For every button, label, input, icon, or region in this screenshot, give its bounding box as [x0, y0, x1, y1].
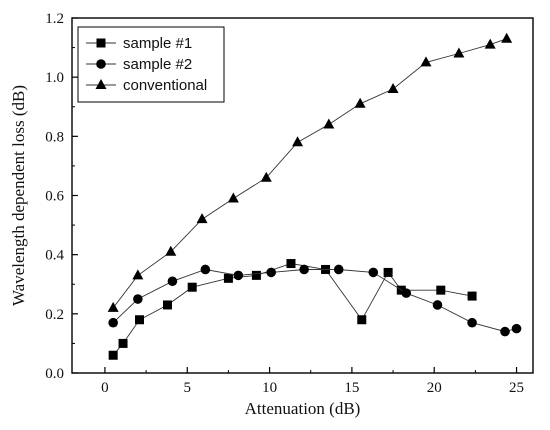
marker-triangle: [196, 213, 208, 224]
marker-circle: [401, 288, 412, 298]
plot-series: [107, 32, 522, 360]
y-axis-ticks: 0.0 0.2 0.4 0.6 0.8 1.0 1.2: [45, 11, 78, 382]
marker-square: [108, 350, 118, 360]
marker-square: [187, 282, 197, 292]
marker-triangle: [107, 301, 119, 312]
marker-square: [118, 338, 128, 348]
marker-circle: [432, 300, 443, 310]
y-tick-label: 1.2: [45, 11, 64, 27]
x-tick-label: 25: [509, 380, 524, 396]
x-tick-label: 20: [427, 380, 442, 396]
legend-label: sample #2: [123, 56, 192, 73]
marker-square: [467, 291, 477, 301]
legend-item: conventional: [86, 77, 207, 94]
marker-circle: [167, 276, 178, 287]
legend-label: sample #1: [123, 35, 192, 52]
marker-square: [436, 285, 446, 295]
series-2: [108, 264, 522, 337]
y-tick-label: 0.6: [45, 189, 64, 205]
marker-circle: [511, 323, 522, 334]
x-tick-label: 15: [344, 380, 359, 396]
legend-item: sample #1: [86, 35, 192, 52]
legend-label: conventional: [123, 77, 207, 94]
marker-triangle: [227, 192, 239, 203]
marker-triangle: [420, 56, 432, 67]
marker-triangle: [260, 171, 272, 182]
marker-circle: [500, 326, 510, 337]
x-tick-label: 0: [101, 380, 109, 396]
marker-triangle: [354, 97, 366, 108]
marker-square: [135, 315, 145, 325]
marker-triangle: [501, 32, 513, 43]
y-axis-label: Wavelength dependent loss (dB): [9, 85, 28, 306]
marker-triangle: [165, 245, 177, 256]
x-axis-ticks: 0 5 10 15 20 25: [101, 367, 524, 396]
marker-triangle: [95, 79, 107, 89]
marker-triangle: [387, 83, 399, 93]
marker-circle: [233, 270, 244, 281]
x-tick-label: 5: [184, 380, 192, 396]
y-tick-label: 1.0: [45, 70, 64, 86]
marker-circle: [368, 267, 379, 278]
series-3: [107, 32, 513, 312]
y-tick-label: 0.0: [45, 366, 64, 382]
marker-square: [286, 259, 296, 269]
y-tick-label: 0.4: [45, 248, 64, 264]
marker-square: [223, 273, 233, 283]
y-tick-label: 0.8: [45, 129, 64, 145]
marker-square: [383, 267, 393, 277]
marker-circle: [333, 264, 344, 275]
marker-circle: [266, 267, 277, 278]
series-1: [108, 259, 477, 360]
marker-circle: [299, 264, 309, 275]
legend: sample #1 sample #2 conventional: [77, 26, 225, 103]
marker-circle: [467, 317, 477, 328]
marker-square: [96, 38, 106, 48]
marker-circle: [133, 294, 143, 304]
series-line: [112, 38, 507, 309]
x-tick-label: 10: [262, 380, 277, 396]
marker-triangle: [132, 269, 144, 280]
marker-triangle: [323, 118, 335, 129]
marker-square: [251, 270, 261, 280]
series-line: [112, 269, 517, 333]
marker-triangle: [453, 47, 465, 58]
marker-circle: [108, 317, 118, 328]
marker-circle: [200, 264, 211, 275]
marker-circle: [96, 59, 106, 69]
marker-square: [162, 300, 172, 310]
y-tick-label: 0.2: [45, 307, 64, 323]
legend-item: sample #2: [86, 56, 192, 73]
marker-square: [357, 315, 367, 325]
marker-triangle: [484, 38, 496, 49]
x-axis-label: Attenuation (dB): [245, 399, 361, 418]
marker-triangle: [292, 136, 304, 147]
